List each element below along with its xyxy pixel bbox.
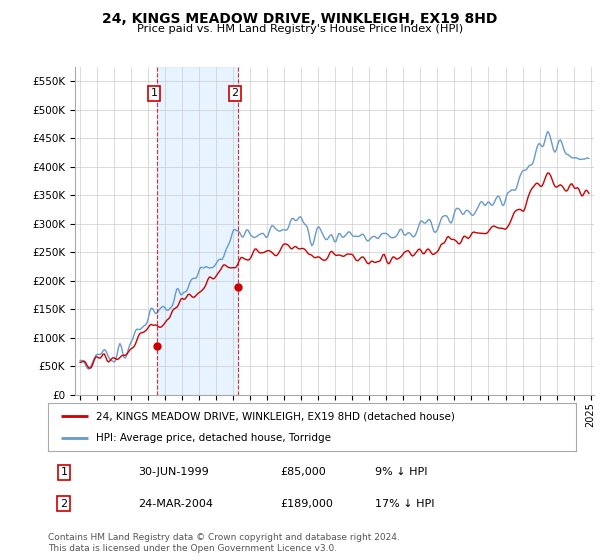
Text: 30-JUN-1999: 30-JUN-1999	[138, 468, 209, 478]
Text: Price paid vs. HM Land Registry's House Price Index (HPI): Price paid vs. HM Land Registry's House …	[137, 24, 463, 34]
Text: 1: 1	[151, 88, 158, 99]
Text: 24, KINGS MEADOW DRIVE, WINKLEIGH, EX19 8HD (detached house): 24, KINGS MEADOW DRIVE, WINKLEIGH, EX19 …	[95, 411, 454, 421]
Text: 24-MAR-2004: 24-MAR-2004	[138, 499, 213, 508]
Text: 24, KINGS MEADOW DRIVE, WINKLEIGH, EX19 8HD: 24, KINGS MEADOW DRIVE, WINKLEIGH, EX19 …	[103, 12, 497, 26]
Bar	[157, 67, 238, 395]
Text: £189,000: £189,000	[280, 499, 333, 508]
Text: HPI: Average price, detached house, Torridge: HPI: Average price, detached house, Torr…	[95, 433, 331, 443]
Text: 17% ↓ HPI: 17% ↓ HPI	[376, 499, 435, 508]
Text: 2: 2	[232, 88, 239, 99]
Text: 9% ↓ HPI: 9% ↓ HPI	[376, 468, 428, 478]
Text: 2: 2	[60, 499, 67, 508]
Text: 1: 1	[61, 468, 67, 478]
Text: Contains HM Land Registry data © Crown copyright and database right 2024.
This d: Contains HM Land Registry data © Crown c…	[48, 533, 400, 553]
Text: £85,000: £85,000	[280, 468, 326, 478]
